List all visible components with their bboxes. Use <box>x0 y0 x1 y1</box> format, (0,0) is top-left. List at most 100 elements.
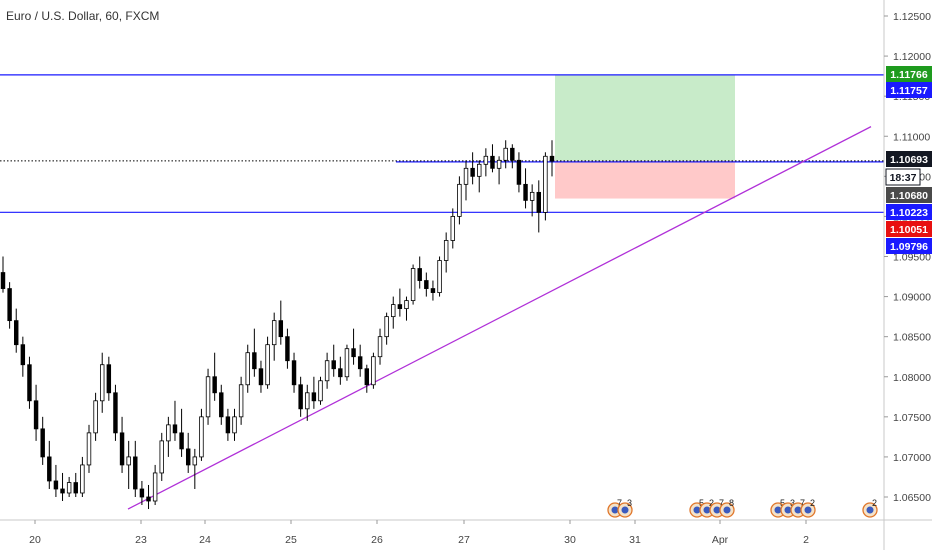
candle[interactable] <box>172 400 178 441</box>
candle[interactable] <box>225 408 231 441</box>
candle[interactable] <box>106 356 112 401</box>
candle[interactable] <box>324 352 330 389</box>
candle[interactable] <box>139 480 145 506</box>
candle[interactable] <box>318 376 323 405</box>
candle[interactable] <box>99 352 105 413</box>
candle[interactable] <box>20 336 26 377</box>
candle[interactable] <box>483 148 489 177</box>
candle[interactable] <box>219 384 224 425</box>
candle[interactable] <box>265 336 270 389</box>
candle[interactable] <box>60 472 65 502</box>
candle[interactable] <box>285 328 290 369</box>
candle[interactable] <box>357 344 363 377</box>
candle[interactable] <box>404 296 409 321</box>
candle[interactable] <box>47 440 52 489</box>
candle[interactable] <box>529 184 535 217</box>
price-tag-timer[interactable]: 18:37 <box>885 168 921 186</box>
candle[interactable] <box>470 152 475 185</box>
candle[interactable] <box>27 356 32 409</box>
candle[interactable] <box>212 352 217 401</box>
candle[interactable] <box>86 424 92 473</box>
candle[interactable] <box>80 456 85 497</box>
candle[interactable] <box>410 264 416 305</box>
candle[interactable] <box>73 472 78 497</box>
candle[interactable] <box>245 344 250 393</box>
candle[interactable] <box>490 144 495 173</box>
candle[interactable] <box>152 464 158 506</box>
candle[interactable] <box>477 160 482 193</box>
candle[interactable] <box>33 384 39 441</box>
candle[interactable] <box>496 156 502 185</box>
candle[interactable] <box>93 392 98 441</box>
candle[interactable] <box>40 416 45 465</box>
candle[interactable] <box>457 176 462 225</box>
candle[interactable] <box>391 296 396 329</box>
candle[interactable] <box>113 384 118 441</box>
candle[interactable] <box>232 408 237 441</box>
candle[interactable] <box>0 256 6 293</box>
candle[interactable] <box>298 376 303 417</box>
candle[interactable] <box>344 344 350 381</box>
candle[interactable] <box>503 140 508 169</box>
price-tag-gray[interactable]: 1.10680 <box>886 187 932 203</box>
candle[interactable] <box>543 152 548 221</box>
trendline[interactable] <box>127 126 872 510</box>
candle[interactable] <box>159 432 164 481</box>
candle[interactable] <box>278 300 284 345</box>
candle[interactable] <box>7 282 12 329</box>
candle[interactable] <box>331 344 336 377</box>
candle[interactable] <box>516 152 522 193</box>
candle[interactable] <box>166 416 171 457</box>
candle[interactable] <box>14 308 19 353</box>
candle[interactable] <box>536 180 541 233</box>
candle[interactable] <box>53 464 59 497</box>
price-tag-green[interactable]: 1.11766 <box>886 66 932 82</box>
event-marker[interactable]: 2 <box>862 498 878 518</box>
candle[interactable] <box>463 160 469 201</box>
candle[interactable] <box>185 432 191 473</box>
candle[interactable] <box>133 440 138 497</box>
candle[interactable] <box>311 376 317 409</box>
price-tag-red[interactable]: 1.10051 <box>886 221 932 237</box>
candle[interactable] <box>424 272 429 297</box>
price-tag-blue[interactable]: 1.11757 <box>886 82 932 98</box>
candle[interactable] <box>199 408 204 461</box>
candle[interactable] <box>437 256 442 297</box>
candle[interactable] <box>549 140 555 177</box>
candle[interactable] <box>377 328 383 365</box>
candle[interactable] <box>417 256 422 289</box>
candle[interactable] <box>192 448 198 489</box>
candle[interactable] <box>66 476 72 497</box>
candle[interactable] <box>523 168 528 209</box>
candle[interactable] <box>397 288 403 317</box>
target-zone[interactable] <box>555 74 735 161</box>
candle[interactable] <box>371 352 376 389</box>
candle[interactable] <box>443 232 449 273</box>
price-tag-dark[interactable]: 1.10693 <box>886 151 932 167</box>
candle[interactable] <box>384 312 389 345</box>
stop-zone[interactable] <box>555 160 735 199</box>
candle[interactable] <box>252 328 257 377</box>
price-tag-blue[interactable]: 1.10223 <box>886 204 932 220</box>
candle[interactable] <box>291 352 297 393</box>
candle[interactable] <box>258 360 264 393</box>
candle[interactable] <box>238 376 244 425</box>
candle[interactable] <box>179 408 184 457</box>
candle[interactable] <box>205 368 211 425</box>
candle[interactable] <box>450 208 456 249</box>
candle[interactable] <box>271 312 277 361</box>
price-tag-blue[interactable]: 1.09796 <box>886 238 932 254</box>
candle[interactable] <box>146 484 151 510</box>
candle[interactable] <box>351 328 356 365</box>
candle[interactable] <box>305 384 310 421</box>
candle[interactable] <box>126 440 131 489</box>
candle[interactable] <box>364 364 370 393</box>
candle[interactable] <box>430 280 436 301</box>
candle[interactable] <box>338 356 343 385</box>
candle[interactable] <box>510 144 515 169</box>
candle[interactable] <box>119 416 125 473</box>
